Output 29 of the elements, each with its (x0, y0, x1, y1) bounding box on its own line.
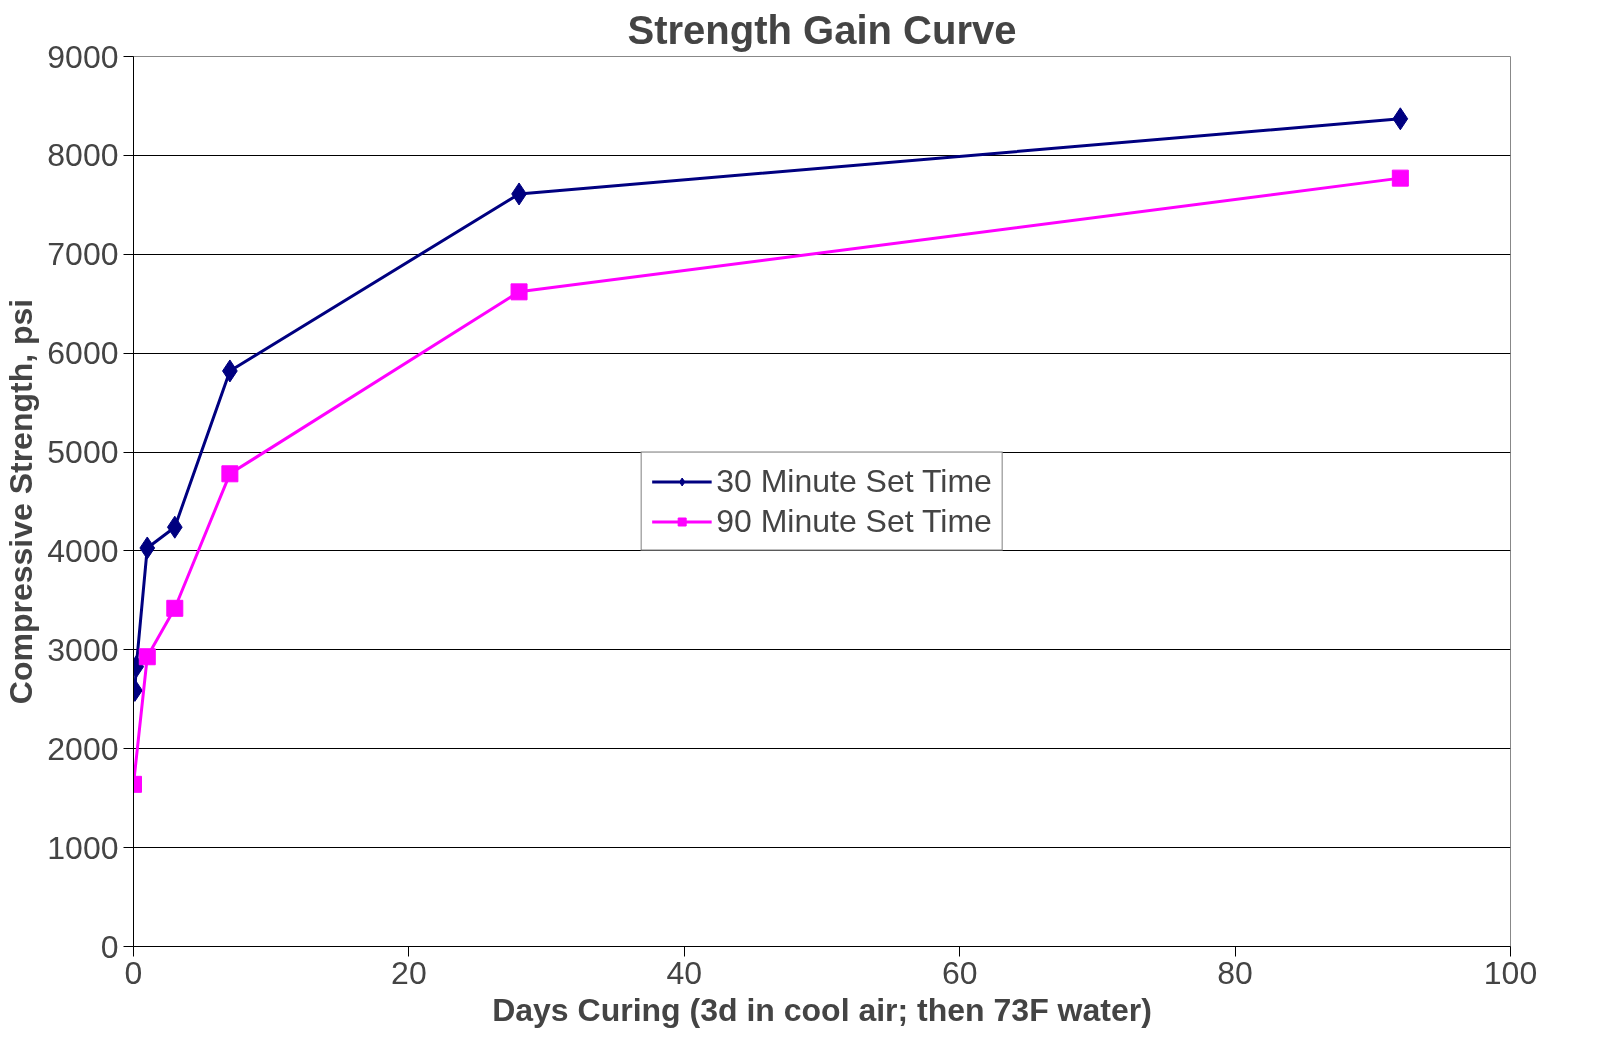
x-tick-label: 20 (391, 954, 427, 991)
x-tick-label: 40 (666, 954, 703, 991)
x-axis-title: Days Curing (3d in cool air; then 73F water) (492, 991, 1152, 1028)
y-tick-label: 9000 (47, 38, 119, 75)
y-tick-label: 4000 (47, 532, 119, 569)
y-axis-title: Compressive Strength, psi (3, 298, 40, 705)
y-tick-label: 8000 (47, 137, 119, 174)
point (221, 465, 239, 483)
point (138, 648, 156, 666)
x-tick-label: 60 (941, 954, 978, 991)
point (166, 599, 184, 617)
x-tick-label: 80 (1217, 954, 1253, 991)
y-tick-label: 1000 (47, 829, 119, 866)
y-tick-label: 3000 (47, 631, 119, 668)
y-tick-label: 2000 (47, 730, 119, 767)
legend-label: 90 Minute Set Time (716, 502, 992, 540)
legend-label: 30 Minute Set Time (716, 462, 992, 500)
chart-title: Strength Gain Curve (627, 7, 1017, 52)
point (1391, 169, 1409, 187)
y-tick-label: 5000 (47, 434, 119, 471)
point (166, 515, 183, 539)
y-tick-label: 7000 (47, 236, 119, 273)
y-tick-label: 0 (100, 928, 119, 965)
point (139, 536, 156, 560)
y-tick-label: 6000 (47, 335, 119, 372)
x-tick-label: 0 (124, 954, 143, 991)
point (510, 283, 528, 301)
x-tick-label: 100 (1483, 954, 1538, 991)
point (1392, 107, 1409, 131)
